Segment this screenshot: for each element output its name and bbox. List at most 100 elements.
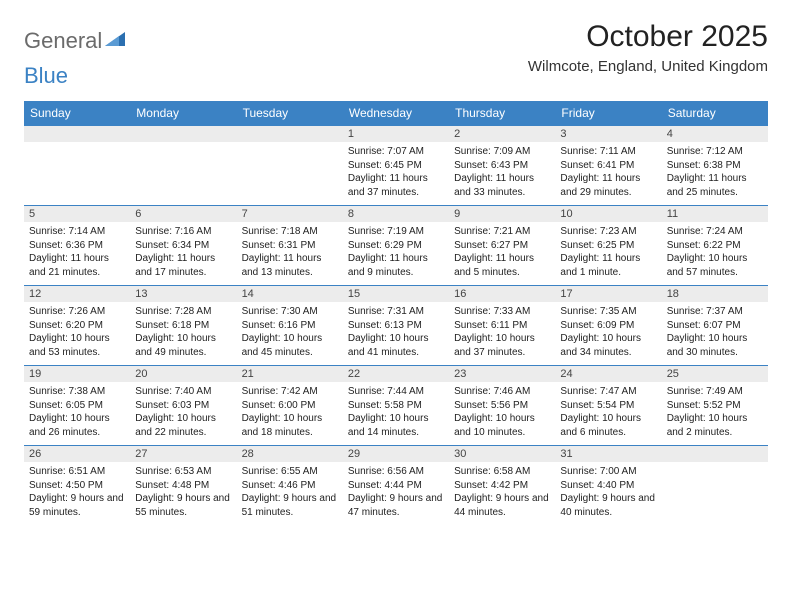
sunset-text: Sunset: 4:50 PM	[29, 479, 125, 493]
day-number: 30	[449, 446, 555, 462]
sunrise-text: Sunrise: 7:23 AM	[560, 225, 656, 239]
day-number: 26	[24, 446, 130, 462]
day-info: Sunrise: 6:55 AMSunset: 4:46 PMDaylight:…	[237, 462, 343, 519]
sunrise-text: Sunrise: 7:31 AM	[348, 305, 444, 319]
calendar-cell: 14Sunrise: 7:30 AMSunset: 6:16 PMDayligh…	[237, 285, 343, 365]
day-info: Sunrise: 6:56 AMSunset: 4:44 PMDaylight:…	[343, 462, 449, 519]
daylight-text: Daylight: 10 hours and 49 minutes.	[135, 332, 231, 359]
day-cell: 24Sunrise: 7:47 AMSunset: 5:54 PMDayligh…	[555, 365, 661, 445]
day-cell: 29Sunrise: 6:56 AMSunset: 4:44 PMDayligh…	[343, 445, 449, 525]
calendar-week-row: 19Sunrise: 7:38 AMSunset: 6:05 PMDayligh…	[24, 365, 768, 445]
day-cell: 1Sunrise: 7:07 AMSunset: 6:45 PMDaylight…	[343, 125, 449, 205]
day-info: Sunrise: 6:53 AMSunset: 4:48 PMDaylight:…	[130, 462, 236, 519]
sunset-text: Sunset: 6:11 PM	[454, 319, 550, 333]
calendar-cell	[662, 445, 768, 525]
day-info: Sunrise: 7:38 AMSunset: 6:05 PMDaylight:…	[24, 382, 130, 439]
sunrise-text: Sunrise: 7:12 AM	[667, 145, 763, 159]
day-info: Sunrise: 6:58 AMSunset: 4:42 PMDaylight:…	[449, 462, 555, 519]
calendar-cell: 16Sunrise: 7:33 AMSunset: 6:11 PMDayligh…	[449, 285, 555, 365]
calendar-cell: 6Sunrise: 7:16 AMSunset: 6:34 PMDaylight…	[130, 205, 236, 285]
calendar-cell: 3Sunrise: 7:11 AMSunset: 6:41 PMDaylight…	[555, 125, 661, 205]
day-info: Sunrise: 7:19 AMSunset: 6:29 PMDaylight:…	[343, 222, 449, 279]
empty-daynum	[24, 126, 130, 142]
calendar-cell: 19Sunrise: 7:38 AMSunset: 6:05 PMDayligh…	[24, 365, 130, 445]
empty-cell	[24, 125, 130, 203]
daylight-text: Daylight: 11 hours and 29 minutes.	[560, 172, 656, 199]
weekday-header: Wednesday	[343, 101, 449, 125]
empty-daynum	[130, 126, 236, 142]
day-cell: 10Sunrise: 7:23 AMSunset: 6:25 PMDayligh…	[555, 205, 661, 285]
day-cell: 9Sunrise: 7:21 AMSunset: 6:27 PMDaylight…	[449, 205, 555, 285]
day-cell: 12Sunrise: 7:26 AMSunset: 6:20 PMDayligh…	[24, 285, 130, 365]
daylight-text: Daylight: 10 hours and 41 minutes.	[348, 332, 444, 359]
daylight-text: Daylight: 9 hours and 40 minutes.	[560, 492, 656, 519]
sunset-text: Sunset: 6:43 PM	[454, 159, 550, 173]
day-number: 27	[130, 446, 236, 462]
day-number: 2	[449, 126, 555, 142]
sunrise-text: Sunrise: 7:47 AM	[560, 385, 656, 399]
day-info: Sunrise: 7:31 AMSunset: 6:13 PMDaylight:…	[343, 302, 449, 359]
daylight-text: Daylight: 11 hours and 17 minutes.	[135, 252, 231, 279]
day-number: 11	[662, 206, 768, 222]
daylight-text: Daylight: 10 hours and 14 minutes.	[348, 412, 444, 439]
day-info: Sunrise: 7:46 AMSunset: 5:56 PMDaylight:…	[449, 382, 555, 439]
daylight-text: Daylight: 11 hours and 33 minutes.	[454, 172, 550, 199]
day-cell: 28Sunrise: 6:55 AMSunset: 4:46 PMDayligh…	[237, 445, 343, 525]
day-number: 21	[237, 366, 343, 382]
day-cell: 3Sunrise: 7:11 AMSunset: 6:41 PMDaylight…	[555, 125, 661, 205]
day-cell: 13Sunrise: 7:28 AMSunset: 6:18 PMDayligh…	[130, 285, 236, 365]
calendar-cell: 17Sunrise: 7:35 AMSunset: 6:09 PMDayligh…	[555, 285, 661, 365]
day-number: 5	[24, 206, 130, 222]
calendar-cell: 2Sunrise: 7:09 AMSunset: 6:43 PMDaylight…	[449, 125, 555, 205]
sunrise-text: Sunrise: 7:46 AM	[454, 385, 550, 399]
sunset-text: Sunset: 6:00 PM	[242, 399, 338, 413]
day-number: 18	[662, 286, 768, 302]
sunrise-text: Sunrise: 7:14 AM	[29, 225, 125, 239]
sunrise-text: Sunrise: 7:49 AM	[667, 385, 763, 399]
daylight-text: Daylight: 10 hours and 22 minutes.	[135, 412, 231, 439]
day-cell: 18Sunrise: 7:37 AMSunset: 6:07 PMDayligh…	[662, 285, 768, 365]
daylight-text: Daylight: 11 hours and 1 minute.	[560, 252, 656, 279]
day-number: 13	[130, 286, 236, 302]
calendar-week-row: 1Sunrise: 7:07 AMSunset: 6:45 PMDaylight…	[24, 125, 768, 205]
day-cell: 16Sunrise: 7:33 AMSunset: 6:11 PMDayligh…	[449, 285, 555, 365]
sunrise-text: Sunrise: 7:21 AM	[454, 225, 550, 239]
sunrise-text: Sunrise: 7:42 AM	[242, 385, 338, 399]
daylight-text: Daylight: 10 hours and 37 minutes.	[454, 332, 550, 359]
sunrise-text: Sunrise: 7:40 AM	[135, 385, 231, 399]
daylight-text: Daylight: 11 hours and 21 minutes.	[29, 252, 125, 279]
empty-cell	[130, 125, 236, 203]
daylight-text: Daylight: 11 hours and 13 minutes.	[242, 252, 338, 279]
daylight-text: Daylight: 10 hours and 30 minutes.	[667, 332, 763, 359]
sunset-text: Sunset: 6:41 PM	[560, 159, 656, 173]
weekday-header: Sunday	[24, 101, 130, 125]
calendar-cell: 24Sunrise: 7:47 AMSunset: 5:54 PMDayligh…	[555, 365, 661, 445]
day-number: 20	[130, 366, 236, 382]
daylight-text: Daylight: 11 hours and 9 minutes.	[348, 252, 444, 279]
day-info: Sunrise: 7:28 AMSunset: 6:18 PMDaylight:…	[130, 302, 236, 359]
day-cell: 4Sunrise: 7:12 AMSunset: 6:38 PMDaylight…	[662, 125, 768, 205]
daylight-text: Daylight: 10 hours and 26 minutes.	[29, 412, 125, 439]
calendar-cell: 29Sunrise: 6:56 AMSunset: 4:44 PMDayligh…	[343, 445, 449, 525]
sunrise-text: Sunrise: 7:24 AM	[667, 225, 763, 239]
daylight-text: Daylight: 10 hours and 18 minutes.	[242, 412, 338, 439]
calendar-cell: 7Sunrise: 7:18 AMSunset: 6:31 PMDaylight…	[237, 205, 343, 285]
day-number: 3	[555, 126, 661, 142]
sunset-text: Sunset: 6:20 PM	[29, 319, 125, 333]
day-cell: 11Sunrise: 7:24 AMSunset: 6:22 PMDayligh…	[662, 205, 768, 285]
day-number: 4	[662, 126, 768, 142]
calendar-cell	[24, 125, 130, 205]
sunrise-text: Sunrise: 7:16 AM	[135, 225, 231, 239]
day-cell: 20Sunrise: 7:40 AMSunset: 6:03 PMDayligh…	[130, 365, 236, 445]
logo: General	[24, 20, 127, 54]
day-number: 24	[555, 366, 661, 382]
sunset-text: Sunset: 6:29 PM	[348, 239, 444, 253]
day-info: Sunrise: 7:42 AMSunset: 6:00 PMDaylight:…	[237, 382, 343, 439]
sunrise-text: Sunrise: 7:00 AM	[560, 465, 656, 479]
sunrise-text: Sunrise: 6:55 AM	[242, 465, 338, 479]
empty-cell	[237, 125, 343, 203]
sunset-text: Sunset: 6:27 PM	[454, 239, 550, 253]
sunset-text: Sunset: 5:56 PM	[454, 399, 550, 413]
calendar-cell: 20Sunrise: 7:40 AMSunset: 6:03 PMDayligh…	[130, 365, 236, 445]
day-number: 14	[237, 286, 343, 302]
